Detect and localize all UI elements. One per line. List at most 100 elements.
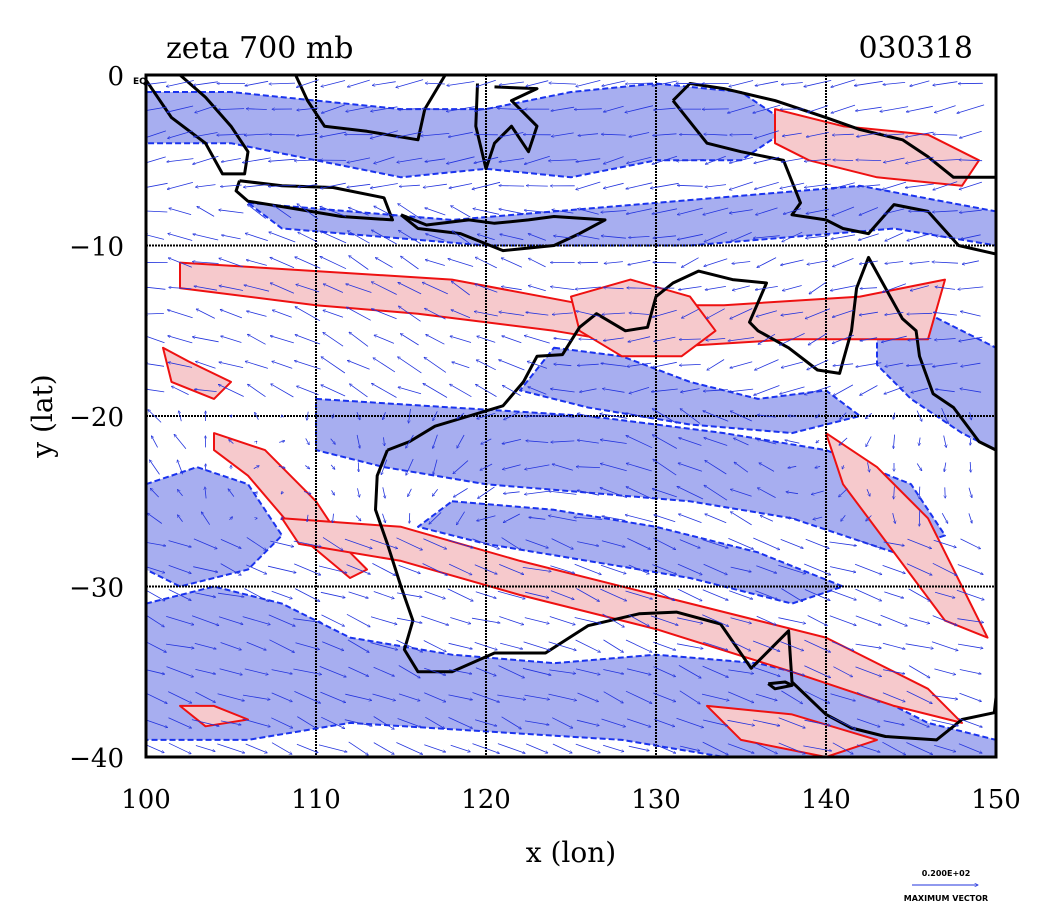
wind-vector [501,716,522,729]
wind-vector [575,668,600,675]
wind-vector [866,489,870,496]
wind-vector [602,516,626,521]
wind-vector [371,106,398,112]
wind-vector [576,588,600,602]
wind-vector [856,718,880,727]
wind-vector [550,565,574,574]
wind-vector [246,109,267,110]
wind-vector [472,538,500,549]
wind-vector [321,614,345,626]
wind-vector [677,207,703,215]
wind-vector [406,434,414,448]
wind-vector [457,412,465,419]
wind-vector [677,563,702,575]
wind-vector [679,364,701,365]
wind-vector [706,308,725,319]
wind-vector [271,669,293,674]
wind-vector [500,642,523,649]
vector-legend-value: 0.200E+02 [922,869,971,878]
wind-vector [703,389,728,392]
wind-vector [779,667,804,675]
wind-vector [757,257,777,268]
wind-vector [944,462,946,472]
wind-vector [246,564,266,574]
wind-vector [730,411,752,422]
wind-vector [652,489,677,498]
wind-vector [603,156,624,164]
wind-vector [943,435,947,448]
wind-vector [884,591,903,598]
wind-vector [499,616,523,625]
wind-vector [575,286,601,289]
wind-vector [677,185,703,186]
wind-vector [652,435,677,449]
wind-vector [370,130,399,139]
wind-vector [147,513,163,524]
wind-vector [855,106,882,111]
wind-vector [754,130,779,139]
wind-vector [958,286,984,290]
wind-vector [375,258,393,268]
wind-vector [860,385,878,396]
wind-vector [935,236,955,239]
wind-vector [808,333,828,346]
wind-vector [171,386,189,395]
wind-vector [854,538,882,549]
wind-vector [373,742,394,755]
wind-vector [730,617,752,624]
wind-vector [219,362,244,368]
wind-vector [882,642,905,649]
wind-vector [962,260,979,265]
wind-vector [549,83,577,84]
wind-vector [193,132,218,137]
coastline-australia-north [386,255,996,452]
wind-vector [146,210,168,213]
wind-vector [727,743,754,753]
wind-vector [166,80,194,87]
wind-vector [271,692,293,702]
wind-vector [960,538,981,549]
wind-vector [421,615,448,625]
wind-vector [297,386,319,396]
wind-vector [528,234,547,241]
wind-vector [602,80,626,86]
wind-vector [626,668,651,675]
wind-vector [478,486,495,499]
wind-vector [815,466,821,468]
wind-vector [576,181,601,190]
wind-vector [451,310,471,319]
wind-vector [705,286,726,290]
wind-vector [551,441,575,442]
wind-vector [816,413,820,418]
wind-vector [424,744,445,752]
wind-vector [652,80,678,86]
wind-vector [168,130,193,138]
wind-vector [347,639,369,653]
wind-vector [429,512,442,524]
y-tick-label-10: −10 [69,233,124,263]
wind-vector [447,156,475,164]
wind-vector [754,156,780,163]
wind-vector [781,690,802,704]
wind-vector [752,640,780,651]
wind-vector [242,718,271,727]
wind-vector [603,182,624,188]
wind-vector [883,82,906,84]
wind-vector [522,667,551,675]
wind-vector [321,104,345,113]
wind-vector [552,717,573,728]
wind-vector [293,540,321,547]
wind-vector [956,589,984,600]
wind-vector [167,310,193,319]
x-tick-label-120: 120 [461,785,511,815]
wind-vector [400,334,419,346]
wind-vector [323,310,344,318]
wind-vector [885,261,904,264]
wind-vector [220,563,242,576]
wind-vector [601,718,626,727]
wind-vector [884,133,905,136]
wind-vector [269,134,295,135]
wind-vector [627,362,652,367]
wind-vector [294,160,321,161]
wind-vector [192,337,219,343]
